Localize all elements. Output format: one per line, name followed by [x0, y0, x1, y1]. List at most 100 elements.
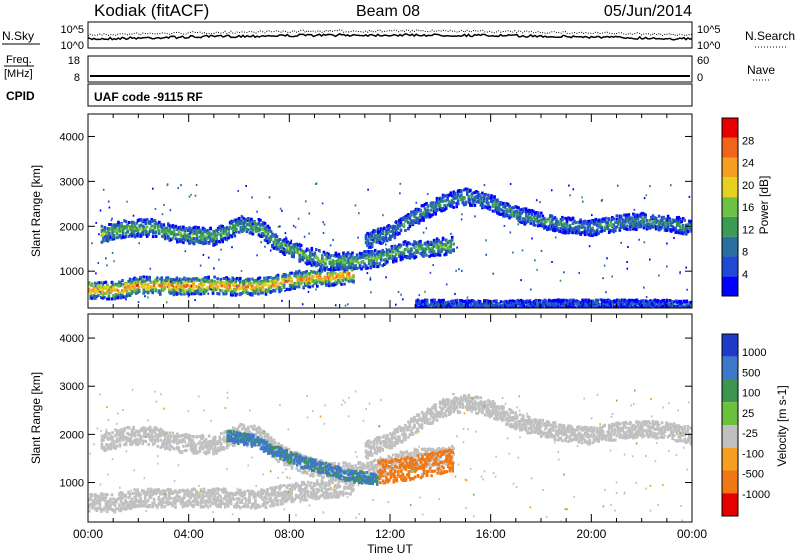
echo-cell [290, 286, 292, 289]
echo-cell [210, 235, 214, 239]
echo-cell [266, 278, 269, 282]
echo-cell [444, 194, 448, 198]
echo-cell [317, 277, 321, 280]
echo-cell [426, 193, 429, 195]
echo-cell [308, 281, 312, 285]
echo-cell [430, 302, 433, 306]
echo-cell [103, 295, 106, 299]
echo-cell [383, 239, 386, 243]
echo-cell [281, 251, 285, 255]
echo-cell [337, 267, 341, 271]
echo-cell [222, 227, 226, 231]
echo-cell [416, 299, 420, 303]
echo-cell [373, 248, 377, 252]
echo-cell [114, 225, 117, 229]
echo-cell [233, 287, 236, 291]
echo-cell [398, 254, 401, 258]
echo-cell [660, 216, 664, 220]
echo-cell [594, 298, 598, 302]
echo-cell [622, 299, 625, 303]
echo-cell [318, 259, 321, 263]
echo-cell [235, 223, 238, 227]
echo-cell [151, 291, 154, 295]
echo-cell [312, 258, 315, 262]
echo-cell [623, 224, 626, 228]
echo-cell [519, 303, 522, 307]
echo-cell [104, 280, 108, 284]
echo-cell [144, 222, 147, 225]
echo-cell [138, 242, 140, 245]
echo-cell [220, 232, 222, 235]
echo-cell [645, 194, 648, 197]
echo-cell [589, 230, 593, 234]
echo-cell [138, 233, 141, 237]
echo-cell [226, 282, 230, 286]
echo-band-0 [88, 476, 355, 514]
echo-cell [384, 261, 388, 265]
echo-cell [680, 220, 683, 224]
echo-cell [404, 219, 407, 223]
echo-cell [659, 225, 662, 229]
echo-cell [612, 230, 616, 234]
echo-cell [180, 292, 183, 296]
echo-cell [634, 299, 637, 303]
echo-cell [521, 210, 525, 214]
echo-cell [402, 298, 404, 301]
echo-cell [127, 226, 131, 230]
echo-cell [487, 203, 490, 207]
echo-cell [195, 237, 199, 241]
echo-cell [279, 207, 282, 210]
echo-cell [690, 301, 692, 304]
echo-cell [549, 227, 552, 231]
echo-cell [559, 230, 563, 234]
echo-cell [579, 232, 582, 236]
echo-cell [453, 193, 457, 196]
echo-cell [499, 200, 502, 204]
echo-cell [367, 258, 371, 262]
echo-cell [381, 249, 384, 252]
echo-cell [216, 228, 220, 232]
colorbar-tick-label: 12 [742, 224, 754, 236]
echo-cell [295, 242, 298, 246]
echo-cell [486, 299, 489, 303]
echo-cell [333, 254, 336, 258]
echo-cell [667, 303, 670, 307]
echo-cell [370, 245, 374, 249]
echo-cell [222, 277, 225, 280]
echo-cell [225, 282, 228, 286]
echo-cell [228, 220, 232, 224]
echo-cell [103, 285, 106, 289]
echo-cell [653, 298, 657, 302]
echo-cell [561, 299, 565, 303]
echo-cell [666, 223, 670, 227]
echo-cell [354, 266, 357, 270]
echo-cell [251, 284, 254, 288]
echo-cell [405, 256, 409, 260]
echo-cell [234, 283, 238, 287]
echo-cell [524, 208, 528, 212]
echo-cell [492, 306, 495, 308]
echo-cell [195, 289, 198, 293]
echo-cell [442, 298, 445, 302]
echo-cell [200, 237, 203, 241]
echo-cell [490, 199, 493, 203]
echo-cell [369, 237, 372, 241]
echo-cell [422, 247, 425, 251]
echo-cell [688, 195, 691, 198]
echo-cell [308, 285, 312, 289]
echo-cell [582, 221, 585, 225]
echo-cell [301, 254, 304, 258]
echo-cell [502, 205, 505, 209]
echo-cell [239, 278, 242, 282]
echo-cell [413, 240, 416, 244]
echo-cell [579, 305, 583, 308]
echo-cell [358, 251, 362, 255]
echo-cell [555, 228, 558, 232]
echo-cell [591, 220, 594, 224]
echo-cell [296, 251, 300, 255]
echo-cell [446, 203, 449, 207]
echo-cell [683, 228, 686, 232]
echo-cell [671, 304, 675, 308]
echo-cell [147, 220, 150, 224]
echo-cell [355, 260, 359, 264]
